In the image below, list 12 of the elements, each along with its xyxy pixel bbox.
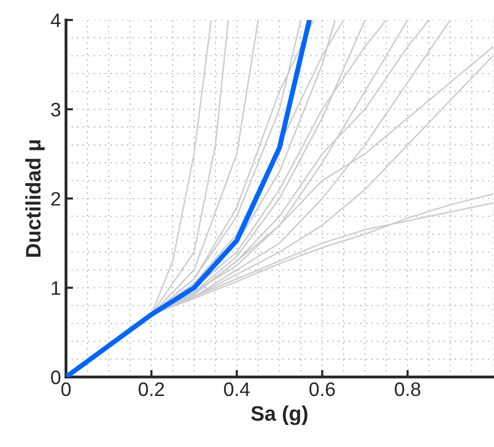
y-tick-label: 1	[52, 281, 60, 295]
y-tick-label: 2	[51, 192, 60, 206]
x-tick-label: 0.2	[138, 382, 164, 396]
y-tick-label: 0	[51, 370, 60, 384]
x-tick-label: 0.6	[309, 382, 335, 396]
x-tick-label: 0	[61, 382, 71, 396]
x-tick-label: 0.8	[394, 382, 420, 396]
y-tick-label: 3	[51, 102, 60, 116]
x-axis-title: Sa (g)	[251, 406, 308, 426]
y-tick-label: 4	[50, 14, 61, 28]
x-tick-label: 0.4	[224, 382, 250, 396]
y-axis-title: Ductilidad μ	[25, 140, 45, 257]
